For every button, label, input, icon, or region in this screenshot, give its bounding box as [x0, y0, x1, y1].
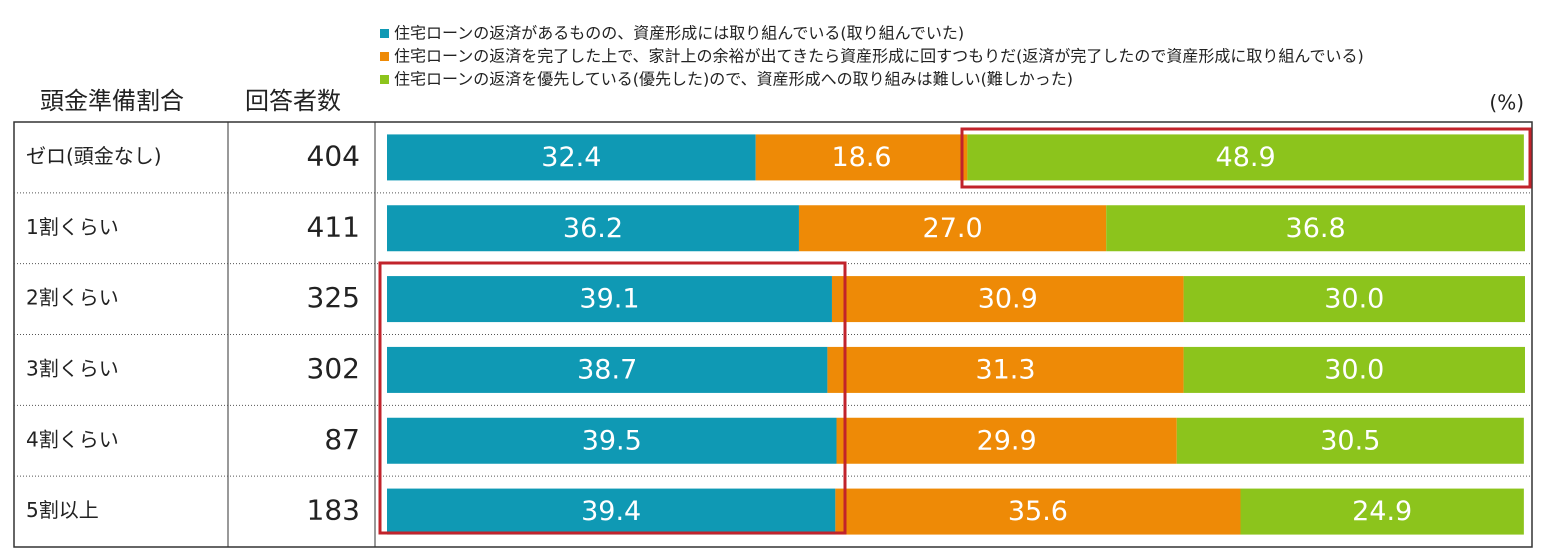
- count-label: 404: [307, 139, 360, 172]
- category-label: 3割くらい: [26, 356, 119, 380]
- bar-segment: [835, 488, 1241, 535]
- legend-label: 住宅ローンの返済を優先している(優先した)ので、資産形成への取り組みは難しい(難…: [394, 70, 1073, 89]
- count-label: 302: [307, 352, 360, 385]
- value-label: 30.0: [1324, 284, 1384, 315]
- bar-segment: [387, 346, 828, 393]
- count-header: 回答者数: [245, 87, 341, 115]
- bar-segment: [1183, 276, 1525, 323]
- bar-segment: [1183, 346, 1525, 393]
- value-label: 39.1: [579, 284, 639, 315]
- legend-swatch: [380, 52, 389, 61]
- count-label: 411: [307, 210, 360, 243]
- value-label: 36.2: [563, 213, 623, 244]
- bar-segment: [1240, 488, 1524, 535]
- value-label: 39.5: [582, 425, 642, 456]
- row-header: 頭金準備割合: [40, 87, 184, 115]
- bar-segment: [755, 134, 968, 181]
- count-label: 183: [307, 494, 360, 527]
- bar-segment: [387, 205, 799, 252]
- value-label: 38.7: [577, 354, 637, 385]
- category-label: 2割くらい: [26, 286, 119, 310]
- category-label: 4割くらい: [26, 427, 119, 451]
- value-label: 30.5: [1320, 425, 1380, 456]
- bar-segment: [967, 134, 1524, 181]
- value-label: 35.6: [1008, 496, 1068, 527]
- legend-swatch: [380, 29, 389, 38]
- count-label: 87: [324, 423, 360, 456]
- value-label: 24.9: [1352, 496, 1412, 527]
- value-label: 30.0: [1324, 354, 1384, 385]
- value-label: 32.4: [541, 142, 601, 173]
- unit-label: (%): [1489, 91, 1524, 115]
- bar-segment: [387, 134, 756, 181]
- category-label: ゼロ(頭金なし): [26, 144, 162, 168]
- highlight-box: [960, 127, 1532, 189]
- value-label: 27.0: [923, 213, 983, 244]
- category-label: 1割くらい: [26, 215, 119, 239]
- bar-segment: [831, 276, 1184, 323]
- value-label: 39.4: [581, 496, 641, 527]
- value-label: 48.9: [1216, 142, 1276, 173]
- highlight-box: [378, 261, 847, 535]
- bar-segment: [798, 205, 1107, 252]
- legend-label: 住宅ローンの返済を完了した上で、家計上の余裕が出てきたら資産形成に回すつもりだ(…: [394, 47, 1364, 66]
- value-label: 29.9: [977, 425, 1037, 456]
- bar-segment: [387, 488, 836, 535]
- bar-segment: [827, 346, 1184, 393]
- count-label: 325: [307, 281, 360, 314]
- category-label: 5割以上: [26, 498, 99, 522]
- bar-segment: [1106, 205, 1525, 252]
- legend-label: 住宅ローンの返済があるものの、資産形成には取り組んでいる(取り組んでいた): [394, 24, 964, 43]
- value-label: 18.6: [831, 142, 891, 173]
- value-label: 30.9: [978, 284, 1038, 315]
- marks: 住宅ローンの返済があるものの、資産形成には取り組んでいる(取り組んでいた) 住宅ロ…: [14, 24, 1532, 535]
- bar-segment: [387, 417, 837, 464]
- bar-segment: [387, 276, 832, 323]
- legend-swatch: [380, 75, 389, 84]
- value-label: 31.3: [975, 354, 1035, 385]
- bar-segment: [836, 417, 1177, 464]
- value-label: 36.8: [1286, 213, 1346, 244]
- bar-segment: [1176, 417, 1524, 464]
